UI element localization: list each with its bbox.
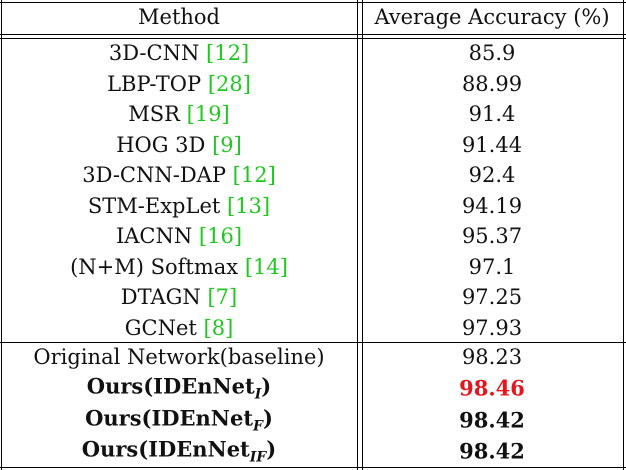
method-cell: Ours(IDEnNetIF) [82, 436, 276, 465]
accuracy-cell: 98.23 [461, 345, 523, 369]
citation: [8] [203, 315, 234, 340]
citation: [19] [186, 102, 230, 126]
method-cell: 3D-CNN [12] [109, 41, 249, 65]
method-close: ) [262, 405, 273, 430]
citation: [12] [206, 41, 250, 65]
method-name: (N+M) Softmax [70, 254, 239, 279]
method-cell: GCNet [8] [125, 316, 234, 340]
method-cell: IACNN [16] [116, 224, 242, 248]
rule [0, 467, 626, 468]
subscript: F [253, 418, 263, 435]
method-cell: 3D-CNN-DAP [12] [82, 163, 276, 187]
method-cell: MSR [19] [128, 102, 230, 126]
method-cell: DTAGN [7] [121, 285, 237, 309]
accuracy-cell: 95.37 [461, 224, 523, 248]
method-name: MSR [128, 102, 180, 126]
accuracy-cell: 94.19 [461, 193, 523, 218]
method-name: Ours(IDEnNet [81, 436, 250, 462]
method-name: 3D-CNN-DAP [82, 163, 226, 187]
rule [0, 342, 626, 343]
method-cell: Ours(IDEnNetI) [87, 374, 271, 403]
subscript: I [254, 386, 262, 403]
method-close: ) [266, 436, 277, 462]
accuracy-cell: 91.44 [461, 132, 523, 157]
method-name: GCNet [124, 315, 197, 340]
method-name: Original Network(baseline) [33, 345, 325, 369]
rule [0, 2, 626, 3]
citation: [9] [212, 132, 242, 157]
accuracy-cell: 85.9 [468, 41, 516, 65]
citation: [7] [207, 285, 238, 309]
accuracy-cell: 92.4 [468, 163, 516, 187]
accuracy-cell: 97.1 [468, 254, 516, 279]
method-name: HOG 3D [116, 132, 206, 157]
rule [623, 0, 624, 470]
method-name: 3D-CNN [108, 41, 200, 65]
method-name: STM-ExpLet [87, 193, 221, 218]
method-name: DTAGN [120, 285, 201, 309]
method-cell: Original Network(baseline) [33, 345, 324, 369]
accuracy-cell: 88.99 [461, 71, 523, 96]
method-cell: LBP-TOP [28] [107, 72, 251, 96]
citation: [28] [207, 71, 251, 96]
rule [357, 0, 358, 470]
method-name: IACNN [115, 224, 193, 248]
method-name: LBP-TOP [107, 71, 202, 96]
accuracy-cell: 98.42 [459, 407, 525, 433]
method-name: Ours(IDEnNet [86, 373, 255, 399]
citation: [13] [227, 193, 271, 218]
rule [0, 34, 626, 35]
citation: [12] [232, 163, 276, 187]
rule [0, 38, 626, 39]
accuracy-cell: 98.42 [459, 438, 525, 464]
citation: [14] [244, 254, 288, 279]
rule [1, 0, 2, 470]
method-close: ) [261, 373, 272, 399]
method-cell: Ours(IDEnNetF) [85, 405, 273, 434]
accuracy-cell: 91.4 [468, 102, 516, 126]
method-cell: STM-ExpLet [13] [88, 194, 270, 218]
method-cell: (N+M) Softmax [14] [70, 255, 288, 279]
accuracy-cell: 97.93 [461, 315, 523, 340]
header-cell: Average Accuracy (%) [374, 5, 610, 29]
method-cell: HOG 3D [9] [116, 133, 242, 157]
citation: [16] [198, 224, 243, 248]
accuracy-cell: 97.25 [461, 285, 523, 309]
rule [362, 0, 363, 470]
header-cell: Method [138, 5, 220, 29]
accuracy-cell: 98.46 [459, 375, 525, 401]
method-name: Ours(IDEnNet [85, 405, 254, 430]
subscript: IF [249, 449, 267, 466]
